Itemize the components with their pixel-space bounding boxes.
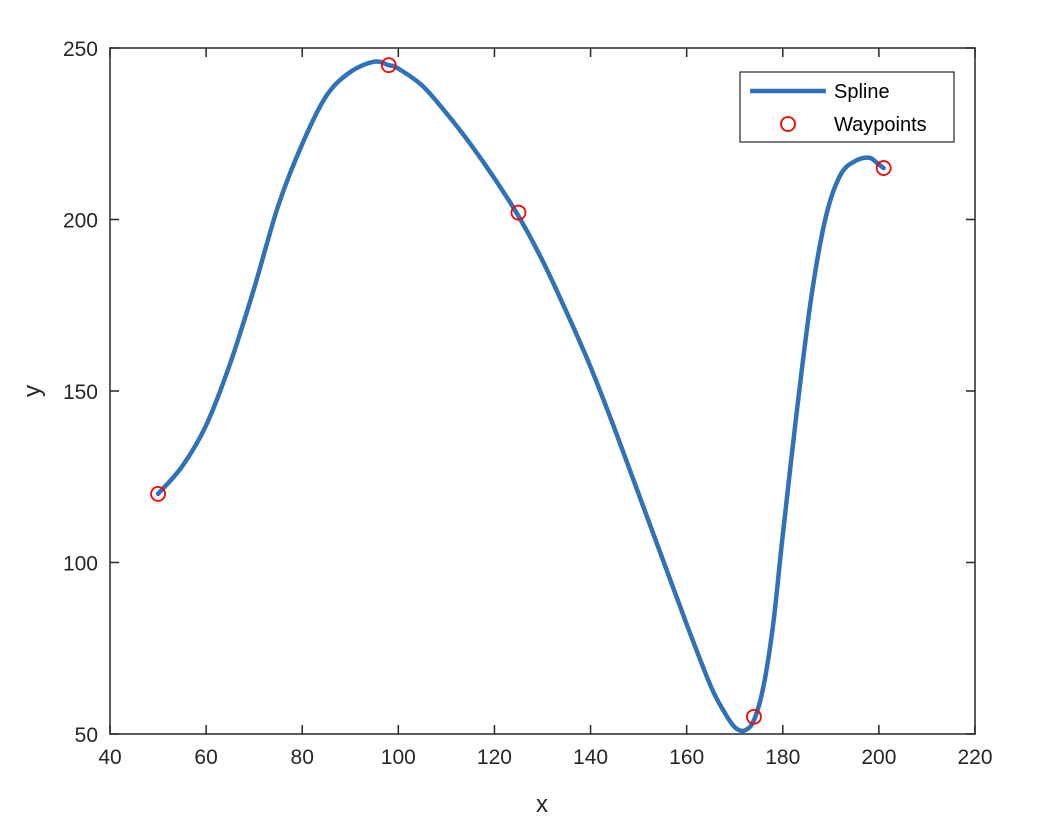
plot-marks [150,57,892,734]
y-tick-label: 150 [63,381,98,404]
x-tick-label: 100 [381,746,416,769]
y-tick-label: 200 [63,210,98,233]
legend-waypoints-swatch [780,116,796,132]
waypoint-marker [150,485,166,502]
waypoint-marker [380,57,397,74]
legend-box [739,71,955,143]
x-tick-label: 160 [669,746,704,769]
x-tick-label: 40 [98,746,121,769]
waypoint-marker [875,160,892,176]
y-axis-title: y [19,385,46,397]
x-axis-title: x [536,791,548,818]
waypoint-marker [746,708,762,725]
plot-background [110,48,975,734]
legend: Spline Waypoints [739,71,955,143]
x-tick-label: 60 [194,746,217,769]
x-tick-label: 200 [861,746,896,769]
x-tick-label: 180 [765,746,800,769]
x-tick-label: 220 [957,746,992,769]
waypoint-marker [510,204,527,221]
y-tick-label: 100 [63,553,98,576]
x-tick-label: 140 [573,746,608,769]
x-tick-label: 80 [291,746,314,769]
spline-line [155,59,886,734]
plot-frame [109,47,976,735]
axis-ticks: 40 60 80 100 120 140 160 180 200 220 50 100 150 200 25… [63,38,993,769]
legend-label-spline: Spline [834,81,890,103]
y-tick-label: 50 [75,724,98,747]
y-tick-label: 250 [63,38,98,61]
legend-label-waypoints: Waypoints [834,114,927,136]
x-tick-label: 120 [477,746,512,769]
